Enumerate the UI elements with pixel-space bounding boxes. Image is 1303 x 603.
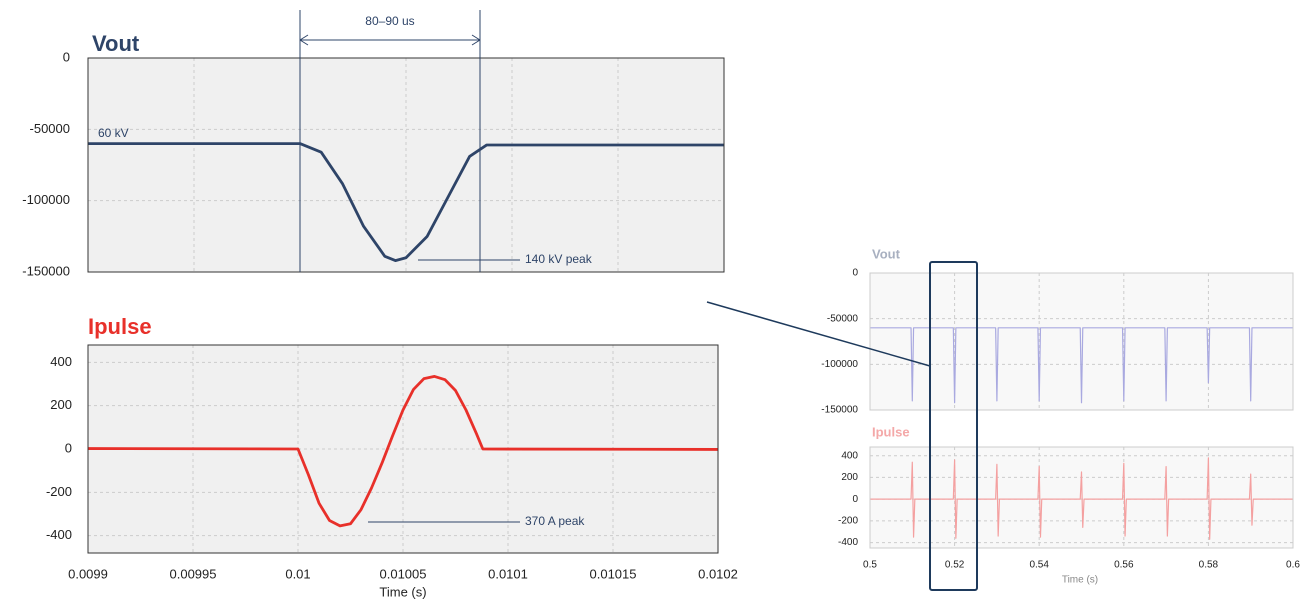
plot-border xyxy=(87,344,719,554)
y-tick-label: 400 xyxy=(841,450,858,461)
x-tick-label: 0.01015 xyxy=(590,566,637,581)
plot-border xyxy=(869,272,1294,411)
chart-title: Ipulse xyxy=(88,314,152,339)
y-tick-label: 200 xyxy=(841,472,858,483)
x-axis-label: Time (s) xyxy=(379,584,426,599)
y-tick-label: -200 xyxy=(838,515,858,526)
line xyxy=(870,327,1293,404)
plot-border xyxy=(869,446,1294,549)
line xyxy=(87,375,719,528)
x-tick-label: 0.0101 xyxy=(488,566,528,581)
plot-border xyxy=(87,57,725,273)
annotation-line xyxy=(471,39,481,46)
y-tick-label: -50000 xyxy=(30,121,70,136)
y-tick-label: 0 xyxy=(852,494,858,505)
chart-title: Ipulse xyxy=(872,424,910,439)
y-tick-label: -150000 xyxy=(22,263,70,278)
y-tick-label: -200 xyxy=(46,484,72,499)
x-tick-label: 0.0102 xyxy=(698,566,738,581)
chart-title: Vout xyxy=(92,31,140,56)
y-tick-label: 0 xyxy=(852,268,858,279)
x-tick-label: 0.01 xyxy=(285,566,310,581)
x-tick-label: 0.01005 xyxy=(380,566,427,581)
charts: Vout 0 -50000 -100000 -150000 Ipulse 400 200 0 -2… xyxy=(22,10,1300,599)
y-tick-label: -400 xyxy=(46,527,72,542)
annotation-line xyxy=(471,34,481,41)
plot-area xyxy=(88,58,724,272)
annotation: 60 kV xyxy=(98,126,129,140)
y-tick-label: 200 xyxy=(50,397,72,412)
x-tick-label: 0.54 xyxy=(1029,560,1049,571)
x-tick-label: 0.00995 xyxy=(170,566,217,581)
y-tick-label: 0 xyxy=(65,440,72,455)
y-tick-label: -50000 xyxy=(827,313,859,324)
y-tick-label: 0 xyxy=(63,49,70,64)
y-tick-label: -150000 xyxy=(821,405,858,416)
x-tick-label: 0.56 xyxy=(1114,560,1134,571)
highlight-box xyxy=(929,261,978,591)
x-axis-label: Time (s) xyxy=(1062,575,1098,586)
annotation: 80–90 us xyxy=(365,14,414,28)
line xyxy=(88,142,724,262)
x-tick-label: 0.52 xyxy=(945,560,965,571)
annotation-line xyxy=(299,34,309,41)
x-tick-label: 0.5 xyxy=(863,560,877,571)
y-tick-label: -100000 xyxy=(821,359,858,370)
annotation: 140 kV peak xyxy=(525,252,593,266)
x-tick-label: 0.6 xyxy=(1286,560,1300,571)
x-tick-label: 0.58 xyxy=(1199,560,1219,571)
line xyxy=(870,457,1293,540)
y-tick-label: 400 xyxy=(50,354,72,369)
x-tick-label: 0.0099 xyxy=(68,566,108,581)
y-tick-label: -400 xyxy=(838,537,858,548)
connector xyxy=(706,301,931,367)
y-tick-label: -100000 xyxy=(22,192,70,207)
annotation-line xyxy=(299,39,309,46)
annotation: 370 A peak xyxy=(525,514,585,528)
chart-title: Vout xyxy=(872,246,901,261)
